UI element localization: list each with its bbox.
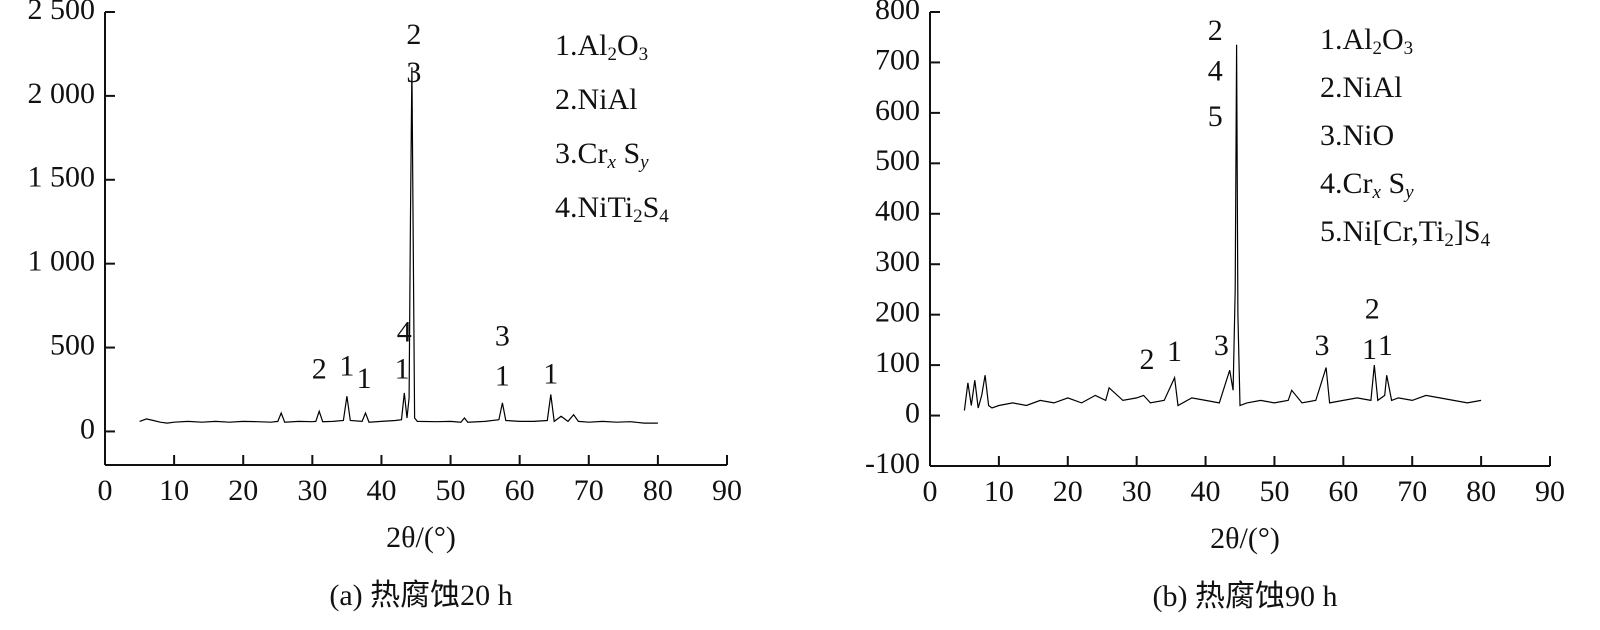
subscript: x <box>1372 182 1382 203</box>
peak-label: 3 <box>1214 329 1229 362</box>
subscript: 2 <box>1373 38 1383 59</box>
subscript: 3 <box>1404 38 1414 59</box>
y-tick-label: 400 <box>875 195 920 228</box>
x-tick-label: 60 <box>505 474 535 507</box>
subscript: 2 <box>608 44 618 65</box>
formula-text: 5.Ni[Cr,Ti <box>1320 215 1444 248</box>
peak-label: 2 <box>312 352 327 385</box>
peak-label: 3 <box>1314 329 1329 362</box>
phase-key-entry: 4.Crx Sy <box>1320 167 1414 203</box>
x-tick-label: 30 <box>297 474 327 507</box>
y-tick-label: 100 <box>875 346 920 379</box>
peak-label: 1 <box>1167 335 1182 368</box>
peak-label: 2 <box>1365 293 1380 326</box>
subscript: 3 <box>639 44 649 65</box>
phase-key-entry: 3.Crx Sy <box>555 137 649 173</box>
y-tick-label: 1 500 <box>28 161 96 194</box>
formula-text: 1.Al <box>555 29 608 62</box>
y-tick-label: 1 000 <box>28 245 96 278</box>
y-tick-label: 2 000 <box>28 77 96 110</box>
subscript: x <box>607 152 617 173</box>
x-tick-label: 50 <box>436 474 466 507</box>
formula-text: 3.NiO <box>1320 119 1394 152</box>
x-tick-label: 0 <box>923 475 938 508</box>
peak-label: 4 <box>397 316 412 349</box>
peak-label: 1 <box>357 362 372 395</box>
x-tick-label: 70 <box>574 474 604 507</box>
caption: (a) 热腐蚀20 h <box>329 579 512 612</box>
x-tick-label: 30 <box>1122 475 1152 508</box>
x-tick-label: 60 <box>1328 475 1358 508</box>
formula-text: 2.NiAl <box>555 83 638 116</box>
xrd-line <box>139 67 658 424</box>
formula-text: 4.Cr <box>1320 167 1373 200</box>
x-tick-label: 50 <box>1259 475 1289 508</box>
phase-key-entry: 1.Al2O3 <box>1320 23 1413 59</box>
phase-key-entry: 3.NiO <box>1320 119 1394 152</box>
x-tick-label: 90 <box>712 474 742 507</box>
x-tick-label: 40 <box>366 474 396 507</box>
phase-key-entry: 1.Al2O3 <box>555 29 648 65</box>
y-tick-label: 700 <box>875 43 920 76</box>
subscript: 4 <box>659 206 669 227</box>
peak-label: 1 <box>1362 333 1377 366</box>
y-tick-label: 800 <box>875 0 920 26</box>
formula-text: O <box>1382 23 1404 56</box>
formula-text: S <box>643 191 660 224</box>
x-tick-label: 0 <box>98 474 113 507</box>
formula-text: 1.Al <box>1320 23 1373 56</box>
formula-text: S <box>1381 167 1405 200</box>
subscript: 2 <box>1444 230 1454 251</box>
peak-label: 1 <box>339 349 354 382</box>
x-tick-label: 20 <box>1053 475 1083 508</box>
formula-text: S <box>616 137 640 170</box>
y-tick-label: 2 500 <box>28 0 96 26</box>
peak-label: 3 <box>495 320 510 353</box>
peak-label: 1 <box>1378 329 1393 362</box>
y-tick-label: 0 <box>905 396 920 429</box>
y-tick-label: -100 <box>865 447 920 480</box>
x-tick-label: 70 <box>1397 475 1427 508</box>
x-tick-label: 80 <box>1466 475 1496 508</box>
peak-label: 1 <box>543 357 558 390</box>
peak-label: 2 <box>406 18 421 51</box>
x-tick-label: 80 <box>643 474 673 507</box>
formula-text: 4.NiTi <box>555 191 633 224</box>
x-tick-label: 10 <box>159 474 189 507</box>
formula-text: ]S <box>1454 215 1481 248</box>
peak-label: 2 <box>1140 343 1155 376</box>
peak-label: 2 <box>1208 14 1223 47</box>
x-axis-label: 2θ/(°) <box>1210 522 1280 555</box>
subscript: 2 <box>633 206 643 227</box>
y-tick-label: 600 <box>875 94 920 127</box>
y-tick-label: 500 <box>50 328 95 361</box>
phase-key-entry: 2.NiAl <box>1320 71 1403 104</box>
subscript: y <box>638 152 649 173</box>
formula-text: O <box>617 29 639 62</box>
phase-key-entry: 4.NiTi2S4 <box>555 191 669 227</box>
subscript: y <box>1403 182 1414 203</box>
formula-text: 3.Cr <box>555 137 608 170</box>
x-tick-label: 90 <box>1535 475 1565 508</box>
peak-label: 4 <box>1208 54 1223 87</box>
phase-key-entry: 5.Ni[Cr,Ti2]S4 <box>1320 215 1491 251</box>
xrd-line <box>963 44 1482 411</box>
peak-label: 1 <box>495 359 510 392</box>
y-tick-label: 300 <box>875 245 920 278</box>
y-tick-label: 0 <box>80 412 95 445</box>
phase-key-entry: 2.NiAl <box>555 83 638 116</box>
subscript: 4 <box>1481 230 1491 251</box>
caption: (b) 热腐蚀90 h <box>1153 580 1338 613</box>
x-tick-label: 20 <box>228 474 258 507</box>
formula-text: 2.NiAl <box>1320 71 1403 104</box>
y-tick-label: 500 <box>875 144 920 177</box>
y-tick-label: 200 <box>875 296 920 329</box>
peak-label: 3 <box>406 56 421 89</box>
peak-label: 5 <box>1208 100 1223 133</box>
peak-label: 1 <box>395 352 410 385</box>
x-tick-label: 40 <box>1191 475 1221 508</box>
x-tick-label: 10 <box>984 475 1014 508</box>
x-axis-label: 2θ/(°) <box>386 521 456 554</box>
